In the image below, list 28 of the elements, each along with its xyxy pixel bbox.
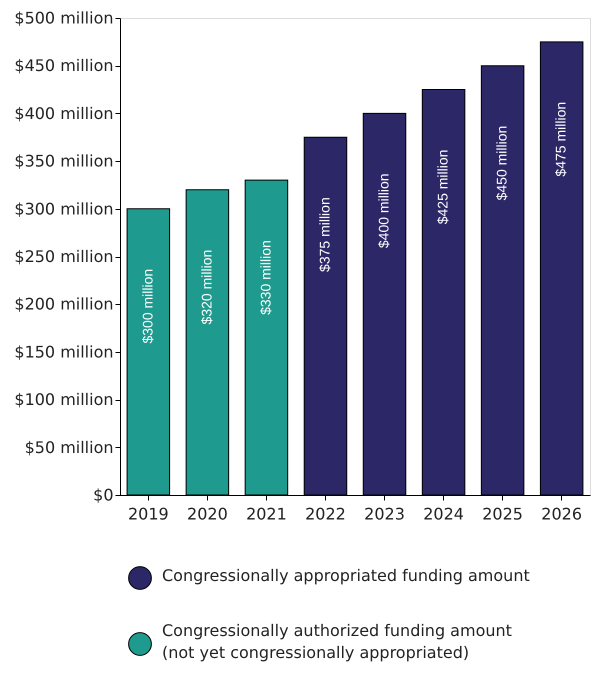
x-tick-label: 2022 [305, 504, 346, 524]
y-tick-label: $0 [93, 486, 114, 504]
legend-label: Congressionally authorized funding amount (not yet congressionally appropriated) [162, 621, 512, 662]
y-tick-label: $300 million [14, 199, 114, 218]
y-tick-label: $150 million [14, 342, 114, 362]
x-tick-label: 2026 [541, 504, 582, 524]
x-tick-label: 2024 [423, 504, 464, 524]
y-tick-label: $350 million [14, 152, 114, 171]
x-tick-label: 2019 [128, 504, 169, 524]
x-tick-label: 2023 [364, 504, 405, 524]
x-tick-label: 2025 [482, 504, 523, 524]
data-label: $450 million [494, 126, 510, 200]
data-label: $475 million [552, 102, 569, 177]
y-tick-label: $450 million [14, 56, 114, 76]
x-tick-label: 2020 [187, 504, 228, 524]
legend-label: Congressionally appropriated funding amount [162, 566, 530, 585]
data-label: $320 million [198, 250, 214, 324]
data-label: $400 million [376, 173, 392, 248]
y-tick-label: $250 million [14, 247, 114, 266]
data-label: $425 million [434, 150, 451, 224]
y-tick-label: $200 million [14, 294, 114, 314]
y-tick-label: $50 million [24, 438, 114, 457]
y-tick-label: $100 million [14, 390, 114, 410]
y-tick-label: $500 million [14, 8, 114, 28]
data-label: $375 million [316, 197, 332, 272]
y-tick-label: $400 million [14, 104, 114, 123]
data-label: $330 million [257, 240, 274, 315]
x-tick-label: 2021 [246, 504, 287, 524]
